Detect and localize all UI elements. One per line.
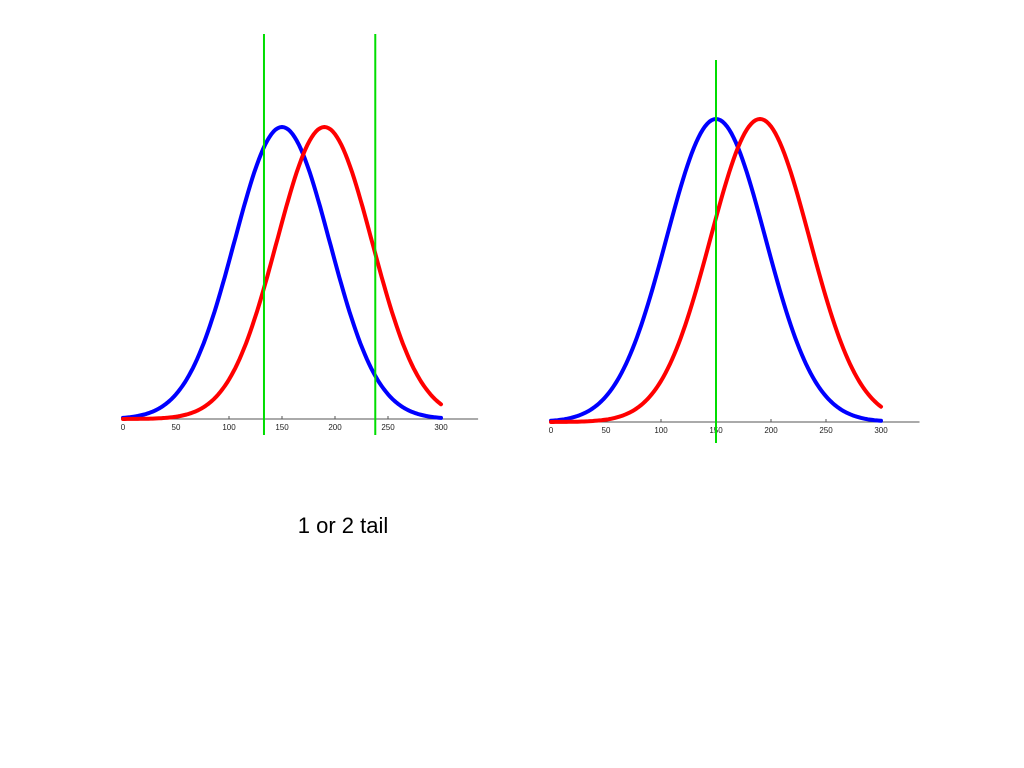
chart-left: 0 50 100 150 200 250 300 <box>121 34 479 435</box>
series-red-curve <box>121 125 443 421</box>
x-tick-label: 250 <box>819 426 833 435</box>
x-tick-label: 50 <box>172 423 181 432</box>
x-tick-label: 200 <box>764 426 778 435</box>
x-tick-label: 50 <box>602 426 611 435</box>
x-tick-label: 250 <box>381 423 395 432</box>
x-tick-label: 100 <box>654 426 668 435</box>
x-tick-label: 0 <box>121 423 126 432</box>
x-tick-label: 150 <box>275 423 289 432</box>
x-tick-label: 0 <box>549 426 554 435</box>
caption-text: 1 or 2 tail <box>297 513 389 538</box>
x-tick-label: 200 <box>328 423 342 432</box>
x-tick-label: 300 <box>874 426 888 435</box>
series-blue-curve <box>121 125 443 420</box>
x-tick-label: 100 <box>222 423 236 432</box>
x-tick-label: 300 <box>434 423 448 432</box>
